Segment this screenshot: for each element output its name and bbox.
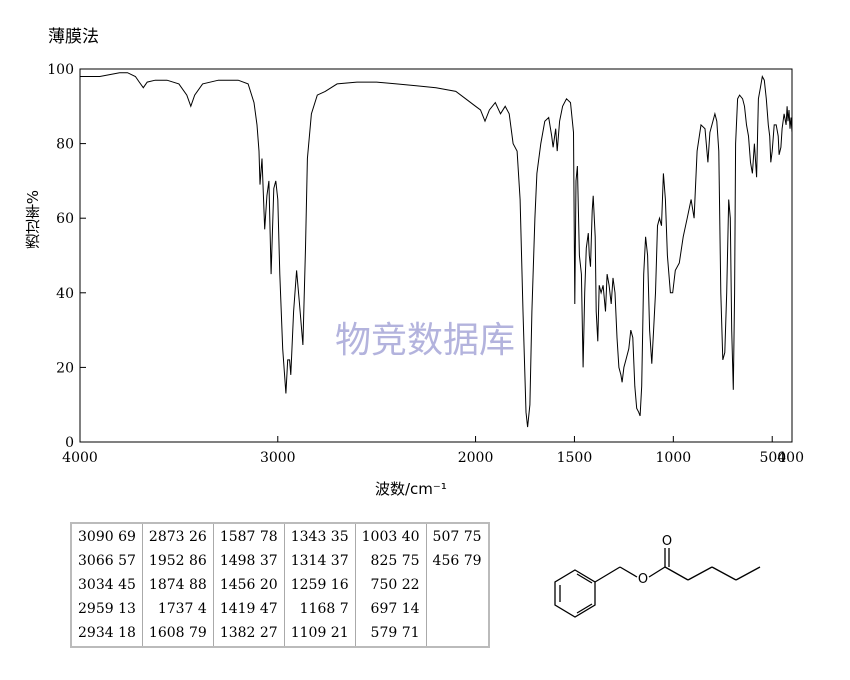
peak-entry: 750 22 — [370, 577, 420, 593]
watermark: 物竞数据库 — [335, 320, 515, 361]
y-tick-label: 80 — [56, 137, 74, 153]
peak-entry: 2873 26 — [148, 529, 207, 545]
ester-bond-2 — [648, 566, 666, 578]
peak-entry: 1952 86 — [148, 553, 207, 569]
table-row: 3090 69 3066 57 3034 45 2959 13 2934 18 2873 … — [70, 522, 490, 648]
peak-entry: 1003 40 — [361, 529, 420, 545]
peak-entry: 1608 79 — [148, 625, 207, 641]
x-tick-label: 4000 — [62, 450, 98, 466]
peak-entry: 3066 57 — [78, 553, 136, 569]
y-tick-label: 40 — [56, 286, 74, 302]
x-tick-label: 3000 — [260, 450, 296, 466]
peak-column: 1343 35 1314 37 1259 16 1168 7 1109 21 — [283, 522, 356, 648]
peak-entry: 579 71 — [370, 625, 420, 641]
peak-column: 507 75 456 79 — [425, 522, 490, 648]
x-tick-label: 2000 — [458, 450, 494, 466]
ch2-bond — [594, 566, 621, 583]
oxygen-label-carbonyl: O — [662, 534, 672, 549]
peak-entry: 1314 37 — [290, 553, 349, 569]
peak-entry: 1456 20 — [219, 577, 278, 593]
peak-column: 2873 26 1952 86 1874 88 1737 4 1608 79 — [141, 522, 214, 648]
y-tick-label: 20 — [56, 360, 74, 376]
peak-entry: 1419 47 — [219, 601, 278, 617]
peak-entry: 1343 35 — [290, 529, 349, 545]
benzene-ring — [554, 569, 596, 618]
chain-bond-3 — [711, 566, 737, 581]
peak-entry: 697 14 — [370, 601, 420, 617]
peak-entry: 2959 13 — [78, 601, 136, 617]
chain-bond-2 — [687, 566, 713, 581]
ir-spectrum-chart: 物竞数据库 0 20 40 60 80 100 4000 3000 2000 1500 1000 50… — [47, 62, 804, 466]
x-tick-label: 500 — [759, 450, 786, 466]
method-label: 薄膜法 — [48, 27, 99, 47]
peak-entry: 1382 27 — [219, 625, 278, 641]
peak-entry: 2934 18 — [78, 625, 136, 641]
x-tick-label: 1500 — [557, 450, 593, 466]
chain-bond-1 — [664, 566, 689, 581]
peak-entry: 1259 16 — [290, 577, 349, 593]
peak-entry: 825 75 — [370, 553, 420, 569]
chain-bond-4 — [735, 566, 761, 581]
peak-entry: 507 75 — [432, 529, 482, 545]
peak-entry: 3090 69 — [78, 529, 136, 545]
y-tick-label: 60 — [56, 211, 74, 227]
peak-column: 1587 78 1498 37 1456 20 1419 47 1382 27 — [212, 522, 285, 648]
peak-entry: 1587 78 — [219, 529, 278, 545]
peak-entry: 1737 4 — [157, 601, 207, 617]
peak-entry: 456 79 — [432, 553, 482, 569]
peak-entry: 1498 37 — [219, 553, 278, 569]
peak-column: 1003 40 825 75 750 22 697 14 579 71 — [354, 522, 427, 648]
x-axis-label: 波数/cm⁻¹ — [375, 480, 447, 498]
peak-table: 3090 69 3066 57 3034 45 2959 13 2934 18 2873 … — [70, 522, 490, 648]
molecular-structure: O O — [554, 534, 761, 618]
y-tick-label: 0 — [65, 435, 74, 451]
plot-frame — [79, 68, 793, 443]
x-tick-label: 400 — [777, 450, 804, 466]
x-tick-label: 1000 — [656, 450, 692, 466]
y-tick-label: 100 — [47, 62, 74, 78]
ester-bond-1 — [619, 566, 638, 578]
peak-entry: 1874 88 — [148, 577, 207, 593]
peak-entry: 1109 21 — [290, 625, 349, 641]
peak-entry: 3034 45 — [78, 577, 136, 593]
peak-column: 3090 69 3066 57 3034 45 2959 13 2934 18 — [70, 522, 143, 648]
peak-entry: 1168 7 — [299, 601, 349, 617]
oxygen-label-ester: O — [638, 572, 648, 587]
spectrum-line — [80, 72, 793, 428]
